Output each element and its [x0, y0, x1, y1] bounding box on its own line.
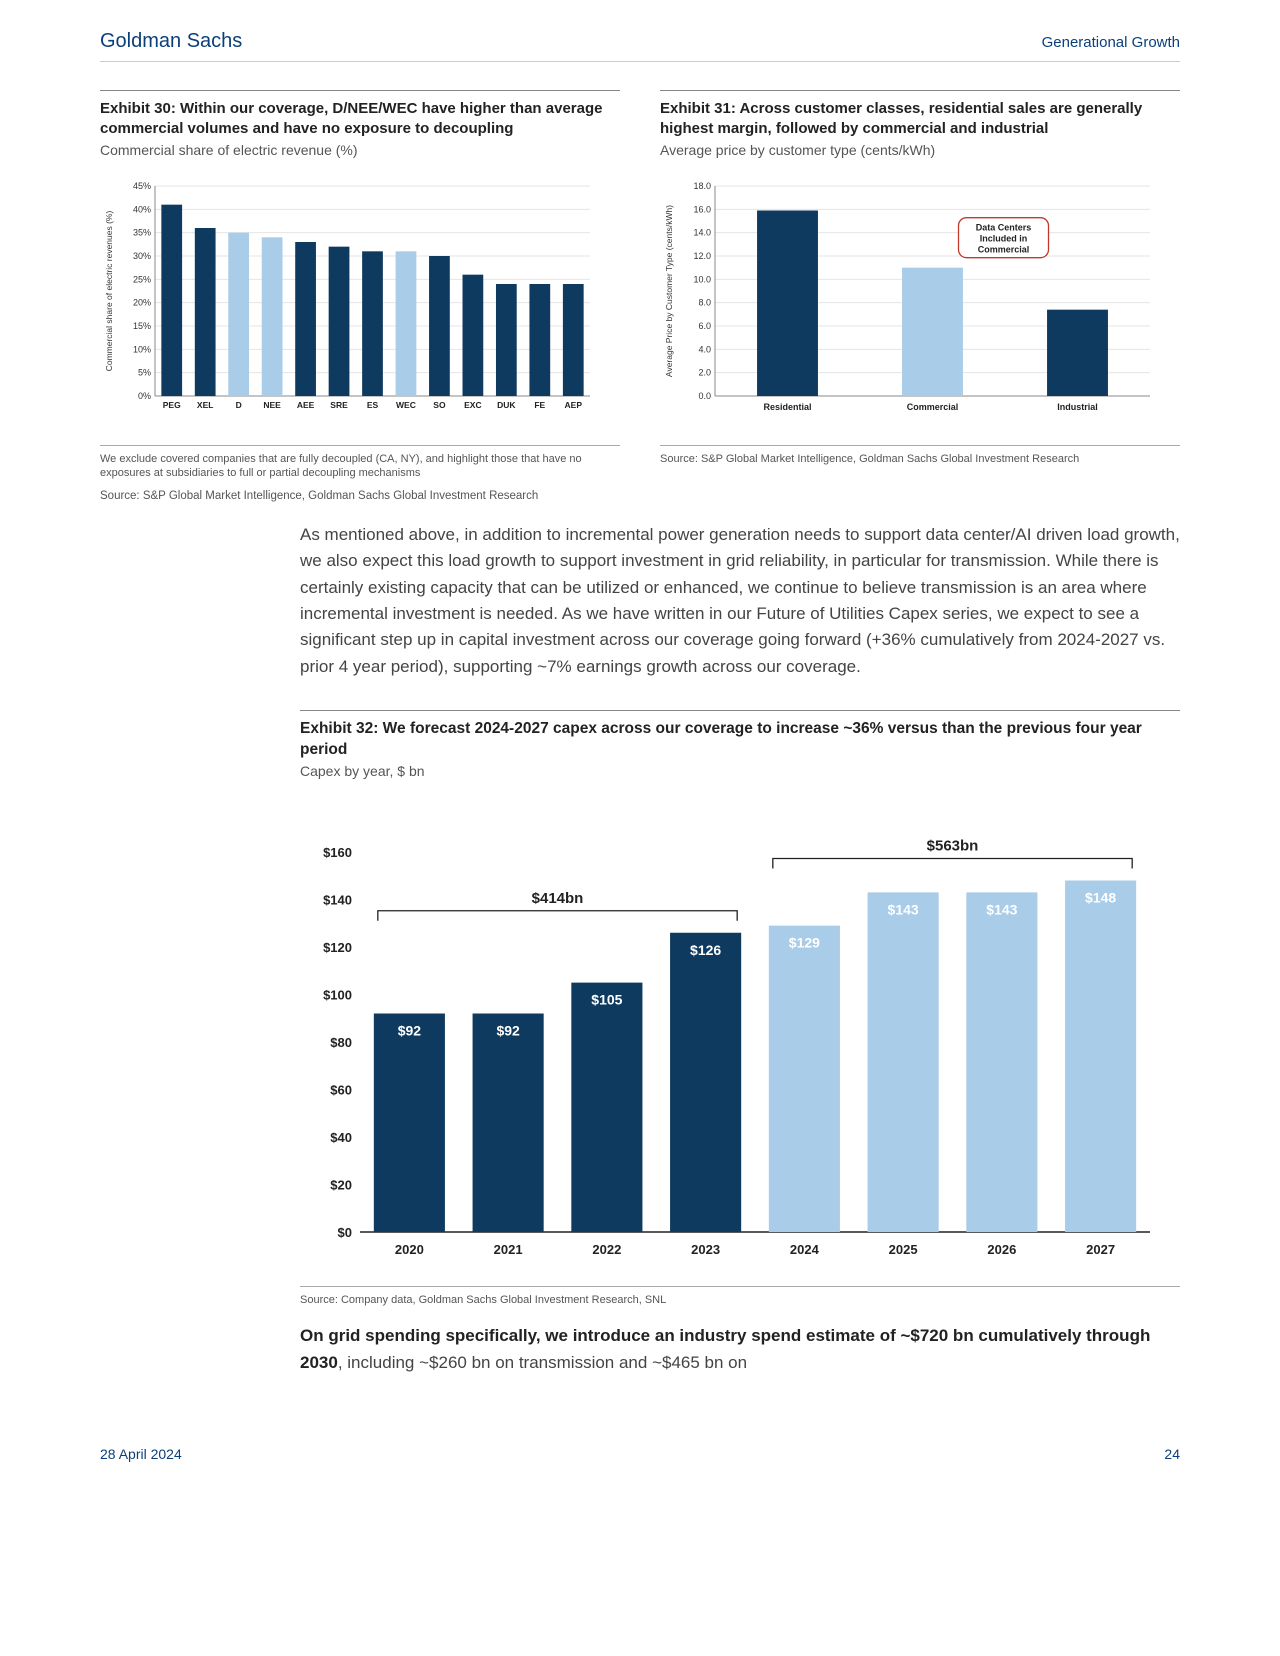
svg-text:$20: $20: [330, 1178, 352, 1193]
svg-text:Industrial: Industrial: [1057, 402, 1098, 412]
svg-text:0.0: 0.0: [698, 391, 711, 401]
body-paragraph-1: As mentioned above, in addition to incre…: [300, 522, 1180, 680]
svg-text:AEE: AEE: [297, 400, 315, 410]
svg-text:12.0: 12.0: [693, 251, 711, 261]
svg-text:AEP: AEP: [565, 400, 583, 410]
svg-text:$80: $80: [330, 1035, 352, 1050]
svg-text:40%: 40%: [133, 204, 151, 214]
svg-text:Average Price by Customer Type: Average Price by Customer Type (cents/kW…: [664, 204, 674, 376]
svg-text:$60: $60: [330, 1083, 352, 1098]
exhibit-31: Exhibit 31: Across customer classes, res…: [660, 90, 1180, 502]
svg-text:$129: $129: [789, 935, 820, 951]
svg-text:25%: 25%: [133, 274, 151, 284]
svg-text:Included in: Included in: [980, 233, 1028, 243]
svg-text:FE: FE: [534, 400, 545, 410]
exhibit-32: Exhibit 32: We forecast 2024-2027 capex …: [300, 710, 1180, 1307]
exhibit-31-title: Exhibit 31: Across customer classes, res…: [660, 99, 1180, 140]
exhibit-30-source: Source: S&P Global Market Intelligence, …: [100, 490, 620, 502]
svg-text:15%: 15%: [133, 321, 151, 331]
svg-text:$160: $160: [323, 845, 352, 860]
exhibit-32-chart: $0 $20 $40 $60 $80 $100 $120 $140 $160 $92 2020 $92…: [300, 797, 1180, 1272]
svg-text:10.0: 10.0: [693, 274, 711, 284]
svg-text:2021: 2021: [494, 1242, 523, 1257]
svg-text:30%: 30%: [133, 251, 151, 261]
exhibits-row: Exhibit 30: Within our coverage, D/NEE/W…: [100, 90, 1180, 502]
exhibit-31-subtitle: Average price by customer type (cents/kW…: [660, 142, 1180, 158]
exhibit-31-chart: Average Price by Customer Type (cents/kW…: [660, 176, 1180, 431]
svg-text:Residential: Residential: [763, 402, 811, 412]
exhibit-32-subtitle: Capex by year, $ bn: [300, 763, 1180, 779]
svg-text:WEC: WEC: [396, 400, 416, 410]
svg-text:ES: ES: [367, 400, 379, 410]
svg-text:$0: $0: [338, 1225, 352, 1240]
exhibit-32-title: Exhibit 32: We forecast 2024-2027 capex …: [300, 719, 1180, 761]
svg-text:14.0: 14.0: [693, 227, 711, 237]
svg-text:$414bn: $414bn: [532, 890, 584, 907]
svg-text:2026: 2026: [987, 1242, 1016, 1257]
svg-text:SRE: SRE: [330, 400, 348, 410]
svg-text:45%: 45%: [133, 181, 151, 191]
svg-text:$126: $126: [690, 942, 721, 958]
svg-text:SO: SO: [433, 400, 446, 410]
svg-text:4.0: 4.0: [698, 344, 711, 354]
svg-text:16.0: 16.0: [693, 204, 711, 214]
svg-text:$120: $120: [323, 940, 352, 955]
exhibit-30-title: Exhibit 30: Within our coverage, D/NEE/W…: [100, 99, 620, 140]
conclusion-paragraph: On grid spending specifically, we introd…: [300, 1323, 1180, 1376]
exhibit-30-footnote: We exclude covered companies that are fu…: [100, 445, 620, 481]
exhibit-30: Exhibit 30: Within our coverage, D/NEE/W…: [100, 90, 620, 502]
svg-text:$92: $92: [398, 1023, 422, 1039]
svg-text:Commercial: Commercial: [978, 244, 1030, 254]
svg-text:20%: 20%: [133, 297, 151, 307]
svg-text:18.0: 18.0: [693, 181, 711, 191]
svg-text:2027: 2027: [1086, 1242, 1115, 1257]
svg-text:EXC: EXC: [464, 400, 481, 410]
svg-text:0%: 0%: [138, 391, 151, 401]
svg-text:2020: 2020: [395, 1242, 424, 1257]
svg-text:D: D: [236, 400, 242, 410]
svg-text:$563bn: $563bn: [927, 838, 979, 855]
document-title: Generational Growth: [1042, 34, 1180, 51]
exhibit-32-source: Source: Company data, Goldman Sachs Glob…: [300, 1286, 1180, 1307]
svg-text:$140: $140: [323, 893, 352, 908]
svg-text:XEL: XEL: [197, 400, 214, 410]
svg-text:$100: $100: [323, 988, 352, 1003]
page-footer: 28 April 2024 24: [100, 1446, 1180, 1462]
svg-text:2025: 2025: [889, 1242, 918, 1257]
svg-text:$148: $148: [1085, 890, 1116, 906]
exhibit-30-chart: Commercial share of electric revenues (%…: [100, 176, 620, 431]
svg-text:2022: 2022: [592, 1242, 621, 1257]
exhibit-31-source: Source: S&P Global Market Intelligence, …: [660, 445, 1180, 466]
svg-text:35%: 35%: [133, 227, 151, 237]
svg-text:$105: $105: [591, 992, 622, 1008]
svg-text:$143: $143: [986, 901, 1017, 917]
svg-text:Commercial: Commercial: [907, 402, 959, 412]
page-header: Goldman Sachs Generational Growth: [100, 30, 1180, 62]
svg-text:NEE: NEE: [263, 400, 281, 410]
conclusion-rest: , including ~$260 bn on transmission and…: [338, 1353, 747, 1372]
footer-page-number: 24: [1164, 1446, 1180, 1462]
svg-text:$40: $40: [330, 1130, 352, 1145]
svg-text:Data Centers: Data Centers: [976, 222, 1032, 232]
svg-text:10%: 10%: [133, 344, 151, 354]
svg-text:2023: 2023: [691, 1242, 720, 1257]
exhibit-30-subtitle: Commercial share of electric revenue (%): [100, 142, 620, 158]
svg-text:$92: $92: [496, 1023, 520, 1039]
brand-name: Goldman Sachs: [100, 30, 242, 53]
svg-text:5%: 5%: [138, 367, 151, 377]
svg-text:Commercial share of electric r: Commercial share of electric revenues (%…: [104, 210, 114, 371]
svg-text:$143: $143: [888, 901, 919, 917]
svg-text:2024: 2024: [790, 1242, 820, 1257]
svg-text:DUK: DUK: [497, 400, 516, 410]
svg-text:PEG: PEG: [163, 400, 181, 410]
svg-text:2.0: 2.0: [698, 367, 711, 377]
svg-text:6.0: 6.0: [698, 321, 711, 331]
footer-date: 28 April 2024: [100, 1446, 182, 1462]
svg-text:8.0: 8.0: [698, 297, 711, 307]
